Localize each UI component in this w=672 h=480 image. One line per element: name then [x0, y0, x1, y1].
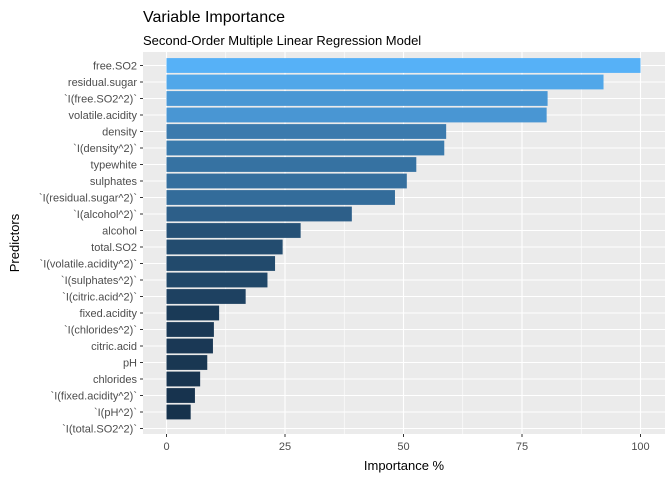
x-axis-ticks: 0 25 50 75 100	[163, 434, 650, 453]
bar	[166, 289, 246, 304]
y-tick-label: citric.acid	[91, 341, 137, 353]
y-axis-labels: free.SO2 residual.sugar `I(free.SO2^2)` vol…	[39, 61, 143, 436]
bar	[166, 404, 191, 420]
y-tick-label: `I(free.SO2^2)`	[64, 94, 137, 106]
x-tick-label: 50	[397, 441, 409, 453]
y-tick-label: `I(density^2)`	[73, 143, 137, 155]
bar	[166, 338, 213, 354]
bar	[166, 272, 268, 288]
bar	[166, 256, 276, 271]
chart-subtitle: Second-Order Multiple Linear Regression …	[143, 33, 421, 48]
y-tick-label: chlorides	[93, 374, 138, 386]
y-tick-label: volatile.acidity	[69, 110, 138, 122]
bar	[166, 206, 352, 222]
bar	[166, 371, 201, 387]
y-tick-label: pH	[123, 358, 137, 370]
bar	[166, 91, 548, 106]
x-tick-label: 75	[516, 441, 528, 453]
y-tick-label: `I(total.SO2^2)`	[62, 424, 137, 436]
y-tick-label: `I(sulphates^2)`	[61, 275, 137, 287]
bar	[166, 305, 220, 321]
chart-title: Variable Importance	[143, 9, 285, 26]
bar	[166, 388, 195, 403]
bar	[166, 107, 547, 123]
y-tick-label: free.SO2	[93, 61, 137, 73]
bar	[166, 190, 395, 205]
x-tick-label: 25	[279, 441, 291, 453]
bar	[166, 355, 208, 370]
x-tick-label: 100	[631, 441, 649, 453]
bar	[166, 140, 445, 156]
x-axis-title: Importance %	[364, 458, 445, 473]
bar	[166, 58, 641, 73]
y-axis-title: Predictors	[7, 213, 22, 272]
bar	[166, 322, 214, 337]
bar	[166, 173, 407, 189]
x-tick-label: 0	[163, 441, 169, 453]
y-tick-label: density	[102, 127, 137, 139]
bar	[166, 124, 447, 139]
y-tick-label: `I(chlorides^2)`	[64, 325, 137, 337]
y-tick-label: total.SO2	[91, 242, 137, 254]
y-tick-label: `I(residual.sugar^2)`	[39, 193, 137, 205]
bar	[166, 239, 283, 255]
y-tick-label: alcohol	[102, 226, 137, 238]
y-tick-label: `I(alcohol^2)`	[73, 209, 137, 221]
y-tick-label: sulphates	[90, 176, 138, 188]
y-tick-label: residual.sugar	[68, 77, 137, 89]
y-tick-label: `I(volatile.acidity^2)`	[40, 259, 137, 271]
y-tick-label: `I(pH^2)`	[94, 407, 137, 419]
bars-group	[166, 58, 641, 420]
bar	[166, 74, 604, 90]
bar	[166, 157, 417, 172]
y-tick-label: `I(citric.acid^2)`	[62, 292, 137, 304]
bar	[166, 223, 301, 238]
y-tick-label: typewhite	[91, 160, 137, 172]
y-tick-label: fixed.acidity	[80, 308, 138, 320]
y-tick-label: `I(fixed.acidity^2)`	[51, 391, 137, 403]
